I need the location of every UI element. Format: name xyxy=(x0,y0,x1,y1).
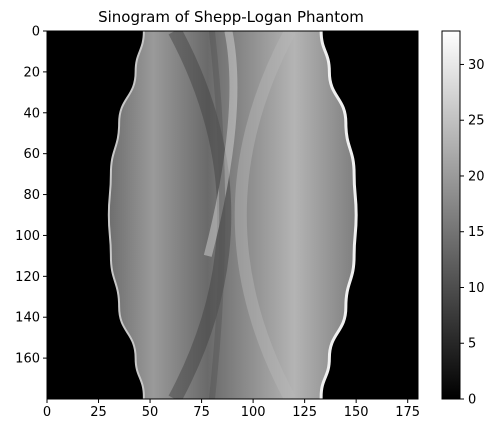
colorbar-tick-label: 5 xyxy=(468,337,476,352)
x-tick-label: 25 xyxy=(90,405,107,420)
x-tick-label: 100 xyxy=(241,405,266,420)
y-tick-label: 160 xyxy=(15,352,40,367)
sinogram-band xyxy=(108,31,357,399)
colorbar-tick-label: 30 xyxy=(468,58,485,73)
plot-area xyxy=(46,30,419,400)
y-tick-label: 0 xyxy=(32,25,40,40)
colorbar-ticks: 0 5 10 15 20 25 30 xyxy=(460,58,485,408)
y-tick-label: 60 xyxy=(23,147,40,162)
sinogram-streak xyxy=(203,31,238,257)
sinogram-right-edge xyxy=(319,31,358,399)
x-tick-label: 0 xyxy=(43,405,51,420)
colorbar-tick-label: 20 xyxy=(468,169,485,184)
x-axis: 0 25 50 75 100 125 150 175 xyxy=(43,399,420,420)
y-tick-label: 80 xyxy=(23,188,40,203)
colorbar-tick-label: 0 xyxy=(468,393,476,408)
sinogram-streak xyxy=(208,31,226,399)
sinogram-streak xyxy=(234,31,296,399)
x-tick-label: 150 xyxy=(344,405,369,420)
y-tick-label: 100 xyxy=(15,229,40,244)
colorbar-tick-label: 10 xyxy=(468,281,485,296)
colorbar-tick-label: 15 xyxy=(468,225,485,240)
x-tick-label: 50 xyxy=(142,405,159,420)
chart-title: Sinogram of Shepp-Logan Phantom xyxy=(98,8,364,26)
y-tick-label: 140 xyxy=(15,311,40,326)
x-tick-label: 75 xyxy=(193,405,210,420)
sinogram-streaks xyxy=(168,31,296,399)
y-axis: 0 20 40 60 80 100 120 140 160 xyxy=(15,25,47,367)
y-tick-label: 40 xyxy=(23,106,40,121)
sinogram-left-edge xyxy=(107,31,145,399)
colorbar-gradient xyxy=(441,30,461,400)
colorbar-tick-label: 25 xyxy=(468,114,485,129)
y-tick-label: 20 xyxy=(23,65,40,80)
x-tick-label: 125 xyxy=(292,405,317,420)
colorbar: 0 5 10 15 20 25 30 xyxy=(441,30,485,408)
plot-frame xyxy=(46,30,419,400)
sinogram-streak xyxy=(168,31,232,399)
x-tick-label: 175 xyxy=(395,405,420,420)
y-tick-label: 120 xyxy=(15,270,40,285)
